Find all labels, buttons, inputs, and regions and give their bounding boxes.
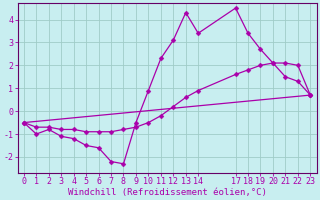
X-axis label: Windchill (Refroidissement éolien,°C): Windchill (Refroidissement éolien,°C) bbox=[68, 188, 267, 197]
